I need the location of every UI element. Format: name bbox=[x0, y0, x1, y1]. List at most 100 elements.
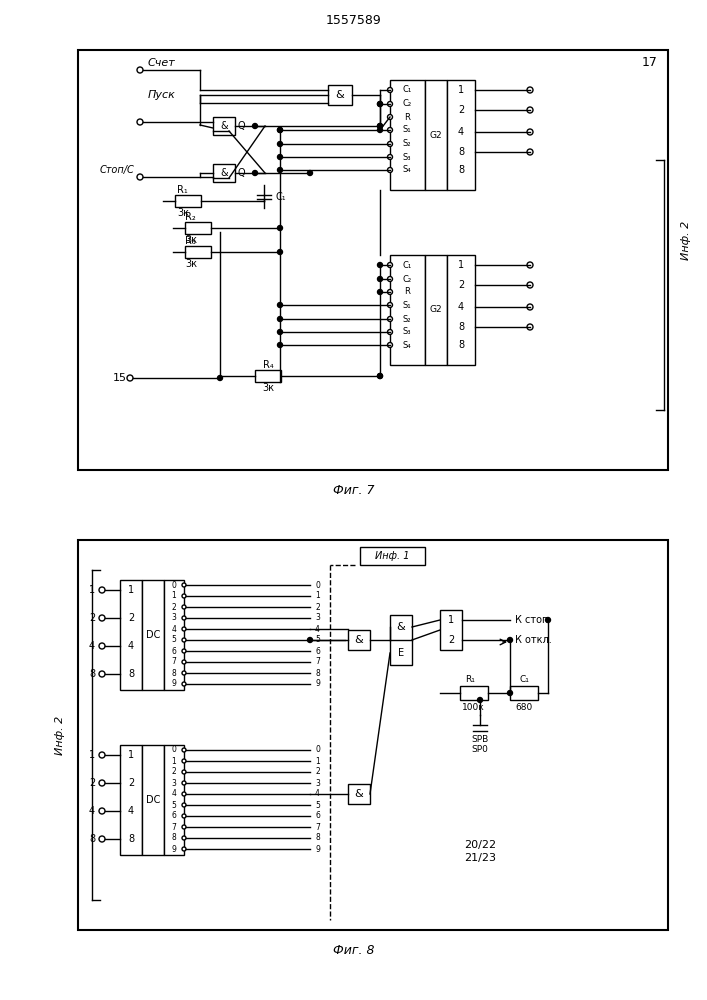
Bar bbox=[120, 580, 142, 690]
Bar bbox=[255, 370, 281, 382]
Circle shape bbox=[477, 698, 482, 702]
Text: 3: 3 bbox=[172, 778, 177, 788]
Text: R₁: R₁ bbox=[465, 676, 475, 684]
Text: SPB: SPB bbox=[472, 736, 489, 744]
Circle shape bbox=[278, 127, 283, 132]
Text: К стоп: К стоп bbox=[515, 615, 549, 625]
Text: S₃: S₃ bbox=[403, 152, 411, 161]
Text: 9: 9 bbox=[172, 680, 177, 688]
Circle shape bbox=[182, 583, 186, 587]
Circle shape bbox=[137, 119, 143, 125]
Circle shape bbox=[182, 825, 186, 829]
Text: &: & bbox=[355, 635, 363, 645]
Text: SP0: SP0 bbox=[472, 746, 489, 754]
Text: 17: 17 bbox=[642, 55, 658, 68]
Bar bbox=[390, 615, 412, 665]
Bar bbox=[120, 745, 142, 855]
Circle shape bbox=[387, 330, 392, 334]
Text: Инф. 2: Инф. 2 bbox=[681, 220, 691, 260]
Text: 8: 8 bbox=[458, 147, 464, 157]
Bar bbox=[447, 255, 475, 365]
Circle shape bbox=[278, 316, 283, 322]
Text: 8: 8 bbox=[89, 669, 95, 679]
Bar bbox=[348, 630, 370, 650]
Bar bbox=[185, 246, 211, 258]
Circle shape bbox=[387, 88, 392, 93]
Circle shape bbox=[127, 375, 133, 381]
Circle shape bbox=[182, 627, 186, 631]
Bar bbox=[360, 547, 425, 565]
Circle shape bbox=[99, 752, 105, 758]
Bar bbox=[447, 80, 475, 190]
Circle shape bbox=[308, 170, 312, 176]
Circle shape bbox=[99, 587, 105, 593]
Text: C₂: C₂ bbox=[402, 274, 411, 284]
Text: Стоп/С: Стоп/С bbox=[100, 165, 135, 175]
Circle shape bbox=[278, 302, 283, 308]
Circle shape bbox=[182, 803, 186, 807]
Text: G2: G2 bbox=[430, 306, 443, 314]
Text: Инф. 1: Инф. 1 bbox=[375, 551, 409, 561]
Bar bbox=[142, 745, 164, 855]
Circle shape bbox=[378, 290, 382, 294]
Circle shape bbox=[508, 638, 513, 643]
Circle shape bbox=[546, 617, 551, 622]
Text: 4: 4 bbox=[172, 790, 177, 798]
Text: 6: 6 bbox=[315, 812, 320, 820]
Text: S₄: S₄ bbox=[402, 165, 411, 174]
Text: 4: 4 bbox=[315, 790, 320, 798]
Text: 15: 15 bbox=[113, 373, 127, 383]
Text: 3: 3 bbox=[315, 778, 320, 788]
Circle shape bbox=[99, 808, 105, 814]
Circle shape bbox=[527, 107, 533, 113]
Text: 4: 4 bbox=[128, 806, 134, 816]
Text: 2: 2 bbox=[448, 635, 454, 645]
Text: К откл.: К откл. bbox=[515, 635, 551, 645]
Circle shape bbox=[378, 102, 382, 106]
Text: 8̄: 8̄ bbox=[458, 340, 464, 350]
Text: 5: 5 bbox=[172, 800, 177, 810]
Text: 1: 1 bbox=[89, 750, 95, 760]
Text: S₁: S₁ bbox=[403, 300, 411, 310]
Circle shape bbox=[252, 123, 257, 128]
Circle shape bbox=[278, 330, 283, 334]
Text: &: & bbox=[220, 168, 228, 178]
Text: 5: 5 bbox=[315, 800, 320, 810]
Text: DC: DC bbox=[146, 795, 160, 805]
Text: C₁: C₁ bbox=[276, 192, 286, 202]
Text: 1: 1 bbox=[172, 756, 176, 766]
Text: 6: 6 bbox=[315, 647, 320, 656]
Text: C₁: C₁ bbox=[402, 260, 411, 269]
Text: &: & bbox=[220, 121, 228, 131]
Text: 6: 6 bbox=[172, 812, 177, 820]
Bar bbox=[390, 255, 425, 365]
Text: C₁: C₁ bbox=[402, 86, 411, 95]
Text: 9: 9 bbox=[315, 680, 320, 688]
Circle shape bbox=[527, 282, 533, 288]
Circle shape bbox=[182, 770, 186, 774]
Circle shape bbox=[278, 167, 283, 172]
Circle shape bbox=[99, 671, 105, 677]
Circle shape bbox=[387, 302, 392, 308]
Circle shape bbox=[252, 170, 257, 176]
Text: 0: 0 bbox=[315, 746, 320, 754]
Circle shape bbox=[182, 847, 186, 851]
Circle shape bbox=[278, 249, 283, 254]
Text: 4: 4 bbox=[89, 806, 95, 816]
Text: 1: 1 bbox=[315, 591, 320, 600]
Circle shape bbox=[378, 373, 382, 378]
Circle shape bbox=[527, 87, 533, 93]
Text: 3к: 3к bbox=[177, 208, 189, 218]
Circle shape bbox=[182, 638, 186, 642]
Circle shape bbox=[508, 690, 513, 696]
Circle shape bbox=[99, 780, 105, 786]
Circle shape bbox=[182, 616, 186, 620]
Circle shape bbox=[387, 127, 392, 132]
Circle shape bbox=[527, 324, 533, 330]
Text: 1: 1 bbox=[458, 260, 464, 270]
Text: 3к: 3к bbox=[185, 235, 197, 245]
Text: 2: 2 bbox=[458, 280, 464, 290]
Circle shape bbox=[387, 316, 392, 322]
Circle shape bbox=[527, 129, 533, 135]
Circle shape bbox=[137, 174, 143, 180]
